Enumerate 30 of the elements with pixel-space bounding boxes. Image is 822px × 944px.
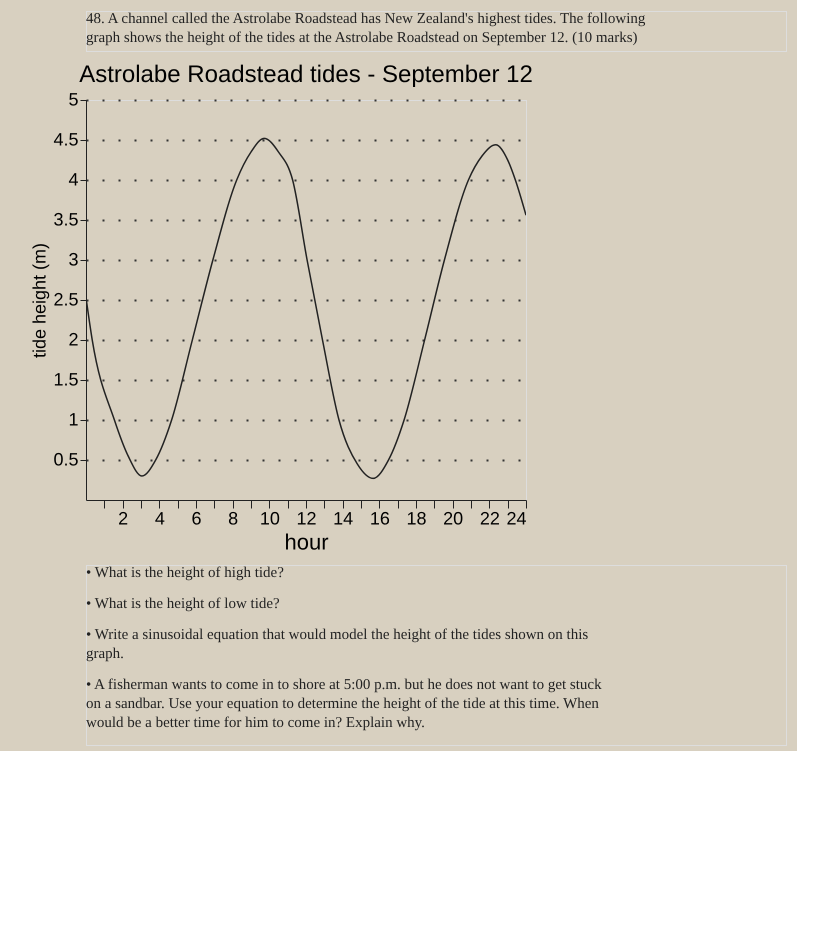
x-tick-label: 20	[443, 508, 464, 528]
y-tick-label: 2.5	[53, 290, 78, 310]
x-tick-label: 18	[406, 508, 427, 528]
text: • Write a sinusoidal equation that would model the height of the tides shown on this graph.	[86, 627, 588, 662]
x-tick-label: 2	[118, 508, 128, 528]
x-tick-label: 8	[228, 508, 238, 528]
y-tick-label: 4.5	[53, 130, 78, 150]
x-tick-label: 6	[191, 508, 202, 528]
y-tick-label: 1	[68, 410, 78, 430]
x-tick-label: 10	[260, 508, 280, 528]
x-axis-title: hour	[284, 530, 329, 554]
text: • What is the height of low tide?	[86, 596, 280, 612]
y-tick-label: 5	[68, 90, 78, 110]
x-tick-label: 22	[480, 508, 500, 528]
text: 48. A channel called the Astrolabe Roadstead has New Zealand's highest tides. The following graph shows the height of the tides at the Astrolabe Roadstead on September 12. (10 marks)	[86, 11, 646, 46]
y-tick-label: 1.5	[53, 370, 78, 390]
x-tick-label: 4	[154, 508, 165, 528]
y-tick-label: 3.5	[53, 210, 78, 230]
y-tick-label: 0.5	[53, 450, 78, 470]
y-axis-title: tide height (m)	[29, 242, 50, 358]
text: • What is the height of high tide?	[86, 565, 284, 581]
text: • A fisherman wants to come in to shore at 5:00 p.m. but he does not want to get stuck on a sandbar. Use your equation to determine the height of the tide at this time. When would be a better time for him to come in? Explain why.	[86, 677, 602, 731]
x-tick-label: 16	[370, 508, 390, 528]
x-tick-label: 12	[296, 508, 317, 528]
y-tick-label: 4	[68, 170, 78, 190]
chart-title: Astrolabe Roadstead tides - September 12	[79, 61, 533, 88]
y-tick-label: 3	[68, 250, 78, 270]
y-tick-label: 2	[68, 330, 78, 350]
x-tick-label: 14	[333, 508, 354, 528]
x-tick-label: 24	[506, 508, 526, 528]
